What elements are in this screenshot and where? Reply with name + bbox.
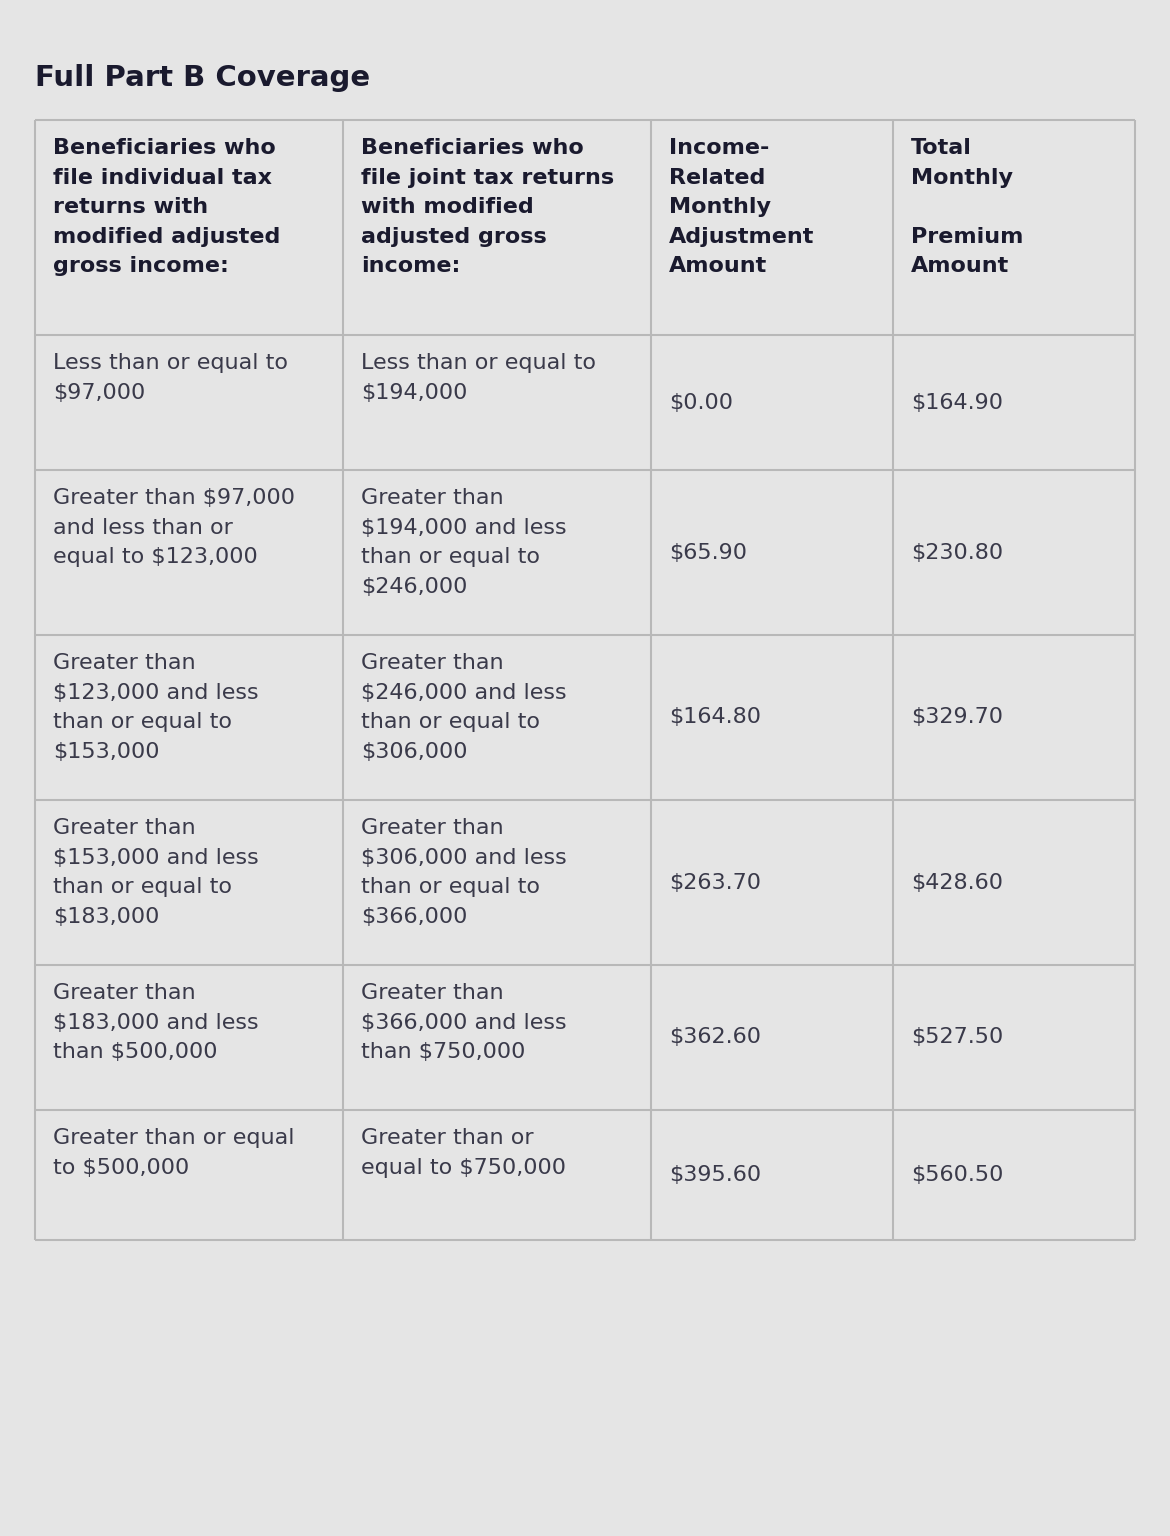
Text: Less than or equal to
$97,000: Less than or equal to $97,000	[53, 353, 288, 402]
Text: Full Part B Coverage: Full Part B Coverage	[35, 63, 370, 92]
Text: Greater than or
equal to $750,000: Greater than or equal to $750,000	[362, 1127, 566, 1178]
Text: Beneficiaries who
file joint tax returns
with modified
adjusted gross
income:: Beneficiaries who file joint tax returns…	[362, 138, 614, 276]
Text: $560.50: $560.50	[911, 1164, 1004, 1184]
Text: Greater than
$246,000 and less
than or equal to
$306,000: Greater than $246,000 and less than or e…	[362, 653, 566, 762]
Text: $164.80: $164.80	[669, 708, 760, 728]
Text: $527.50: $527.50	[911, 1028, 1003, 1048]
Text: $428.60: $428.60	[911, 872, 1003, 892]
Text: $329.70: $329.70	[911, 708, 1003, 728]
Text: Income-
Related
Monthly
Adjustment
Amount: Income- Related Monthly Adjustment Amoun…	[669, 138, 814, 276]
Text: $362.60: $362.60	[669, 1028, 760, 1048]
Text: Less than or equal to
$194,000: Less than or equal to $194,000	[362, 353, 596, 402]
Text: Greater than
$183,000 and less
than $500,000: Greater than $183,000 and less than $500…	[53, 983, 259, 1063]
Text: Greater than
$366,000 and less
than $750,000: Greater than $366,000 and less than $750…	[362, 983, 566, 1063]
Text: Total
Monthly

Premium
Amount: Total Monthly Premium Amount	[911, 138, 1024, 276]
Text: Beneficiaries who
file individual tax
returns with
modified adjusted
gross incom: Beneficiaries who file individual tax re…	[53, 138, 281, 276]
Text: $395.60: $395.60	[669, 1164, 762, 1184]
Text: Greater than
$306,000 and less
than or equal to
$366,000: Greater than $306,000 and less than or e…	[362, 819, 566, 926]
Text: $230.80: $230.80	[911, 542, 1003, 562]
Text: $164.90: $164.90	[911, 393, 1003, 413]
Text: Greater than
$153,000 and less
than or equal to
$183,000: Greater than $153,000 and less than or e…	[53, 819, 259, 926]
Text: $263.70: $263.70	[669, 872, 760, 892]
Text: Greater than
$194,000 and less
than or equal to
$246,000: Greater than $194,000 and less than or e…	[362, 488, 566, 598]
Text: $65.90: $65.90	[669, 542, 746, 562]
Text: Greater than
$123,000 and less
than or equal to
$153,000: Greater than $123,000 and less than or e…	[53, 653, 259, 762]
Text: $0.00: $0.00	[669, 393, 732, 413]
Text: Greater than or equal
to $500,000: Greater than or equal to $500,000	[53, 1127, 295, 1178]
Text: Greater than $97,000
and less than or
equal to $123,000: Greater than $97,000 and less than or eq…	[53, 488, 295, 567]
